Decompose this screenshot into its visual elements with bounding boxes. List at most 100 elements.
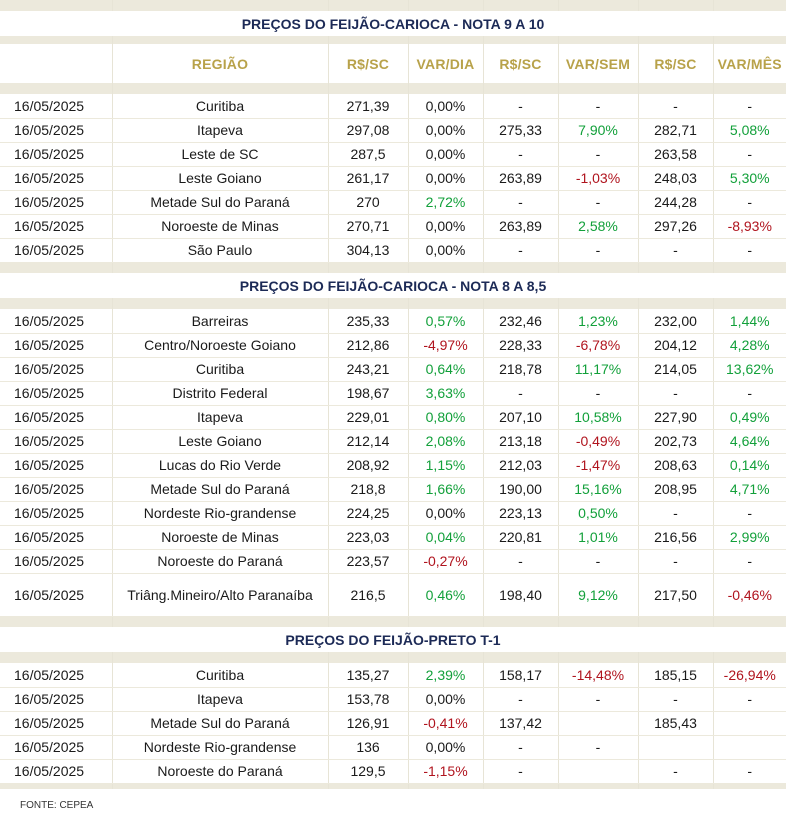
date-cell: 16/05/2025 [0,166,113,191]
var-mes-cell: - [713,501,786,526]
price-cell: 153,78 [328,687,409,712]
table-row: 16/05/2025 Metade Sul do Paraná 270 2,72% - -… [0,190,786,215]
table-body: PREÇOS DO FEIJÃO-CARIOCA - NOTA 9 A 10 RE… [0,0,786,789]
price-mes-cell: 204,12 [638,333,714,358]
band-cell [483,298,559,309]
var-sem-cell: 0,50% [558,501,639,526]
band-cell [638,0,714,11]
date-cell: 16/05/2025 [0,214,113,239]
price-cell: 271,39 [328,94,409,119]
band-cell [713,0,786,11]
price-mes-cell: - [638,501,714,526]
section-title: PREÇOS DO FEIJÃO-PRETO T-1 [0,627,786,652]
band-spacer [0,783,786,789]
price-sem-cell: 223,13 [483,501,559,526]
var-sem-cell: 15,16% [558,477,639,502]
band-cell [713,83,786,94]
var-sem-cell: - [558,238,639,263]
band-cell [408,783,484,789]
var-dia-cell: 0,00% [408,118,484,143]
date-cell: 16/05/2025 [0,453,113,478]
header-rs-sc: R$/SC [328,44,409,83]
price-mes-cell: - [638,238,714,263]
var-sem-cell: - [558,735,639,760]
var-dia-cell: 0,00% [408,687,484,712]
price-mes-cell: - [638,759,714,784]
table-row: 16/05/2025 Itapeva 153,78 0,00% - - - - [0,687,786,712]
band-cell [638,298,714,309]
date-cell: 16/05/2025 [0,759,113,784]
var-dia-cell: 0,00% [408,214,484,239]
price-cell: 297,08 [328,118,409,143]
var-mes-cell [713,711,786,736]
price-mes-cell: - [638,687,714,712]
price-sem-cell: 207,10 [483,405,559,430]
price-cell: 208,92 [328,453,409,478]
var-sem-cell: 1,01% [558,525,639,550]
region-cell: São Paulo [112,238,329,263]
price-cell: 126,91 [328,711,409,736]
var-dia-cell: 0,57% [408,309,484,334]
price-sem-cell: - [483,238,559,263]
date-cell: 16/05/2025 [0,309,113,334]
region-cell: Noroeste de Minas [112,525,329,550]
var-dia-cell: 0,64% [408,357,484,382]
price-cell: 216,5 [328,573,409,617]
date-cell: 16/05/2025 [0,238,113,263]
price-cell: 223,03 [328,525,409,550]
band-cell [408,262,484,273]
band-cell [483,616,559,627]
var-sem-cell: 10,58% [558,405,639,430]
price-mes-cell: 217,50 [638,573,714,617]
band-cell [638,83,714,94]
band-cell [408,298,484,309]
region-cell: Lucas do Rio Verde [112,453,329,478]
date-cell: 16/05/2025 [0,735,113,760]
table-row: 16/05/2025 São Paulo 304,13 0,00% - - - - [0,238,786,263]
header-rs-sc-sem: R$/SC [483,44,559,83]
table-row: 16/05/2025 Noroeste do Paraná 129,5 -1,15% -… [0,759,786,784]
band-cell [638,652,714,663]
date-cell: 16/05/2025 [0,687,113,712]
table-row: 16/05/2025 Curitiba 135,27 2,39% 158,17 -14,4… [0,663,786,688]
var-dia-cell: 0,00% [408,501,484,526]
var-sem-cell: -1,03% [558,166,639,191]
var-dia-cell: 0,00% [408,735,484,760]
price-sem-cell: 213,18 [483,429,559,454]
var-sem-cell: -14,48% [558,663,639,688]
band-cell [558,652,639,663]
price-mes-cell: 185,15 [638,663,714,688]
table-row: 16/05/2025 Noroeste de Minas 270,71 0,00% 26… [0,214,786,239]
var-sem-cell [558,759,639,784]
price-mes-cell: 297,26 [638,214,714,239]
var-mes-cell: -8,93% [713,214,786,239]
price-sem-cell: 190,00 [483,477,559,502]
band-cell [558,83,639,94]
date-cell: 16/05/2025 [0,381,113,406]
band-cell [0,36,113,44]
header-regiao: REGIÃO [112,44,329,83]
var-sem-cell [558,711,639,736]
var-mes-cell: 13,62% [713,357,786,382]
var-mes-cell: 4,28% [713,333,786,358]
band-cell [483,783,559,789]
band-cell [328,262,409,273]
band-cell [713,783,786,789]
var-mes-cell: - [713,549,786,574]
region-cell: Metade Sul do Paraná [112,190,329,215]
price-cell: 270 [328,190,409,215]
region-cell: Triâng.Mineiro/Alto Paranaíba [112,573,329,617]
table-row: 16/05/2025 Centro/Noroeste Goiano 212,86 -4… [0,333,786,358]
price-mes-cell: 185,43 [638,711,714,736]
price-sem-cell: - [483,687,559,712]
table-row: 16/05/2025 Lucas do Rio Verde 208,92 1,15% 2… [0,453,786,478]
band-cell [0,652,113,663]
table-row: 16/05/2025 Noroeste de Minas 223,03 0,04% 22… [0,525,786,550]
region-cell: Itapeva [112,118,329,143]
var-dia-cell: 0,46% [408,573,484,617]
var-dia-cell: 2,72% [408,190,484,215]
band-cell [112,783,329,789]
var-dia-cell: 1,15% [408,453,484,478]
band-cell [638,783,714,789]
price-mes-cell: 244,28 [638,190,714,215]
